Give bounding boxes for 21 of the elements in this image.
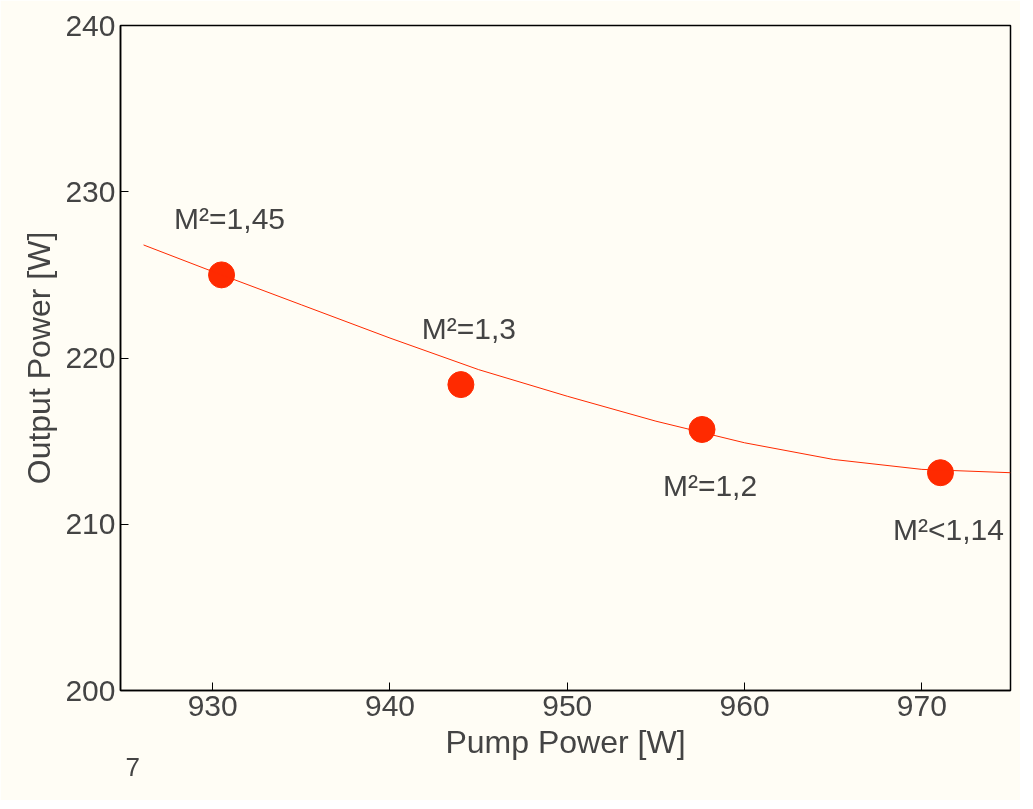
annotation: M²=1,45 <box>174 201 285 235</box>
x-tick-label: 970 <box>896 688 947 722</box>
point <box>447 371 475 399</box>
text: 7 <box>125 751 140 782</box>
point <box>208 261 236 289</box>
annotation: M²=1,2 <box>662 469 758 503</box>
x-tick-label: 960 <box>719 688 770 722</box>
x-axis-title: Pump Power [W] <box>445 723 686 760</box>
x-tick-label: 950 <box>542 688 593 722</box>
annotation: M²=1,3 <box>421 311 517 345</box>
point <box>926 459 954 487</box>
y-tick-label: 200 <box>65 673 116 707</box>
y-tick-label: 240 <box>65 8 116 42</box>
point <box>688 416 716 443</box>
y-axis-title: Output Power [W] <box>21 231 58 485</box>
y-tick-label: 210 <box>65 507 116 541</box>
y-tick-label: 220 <box>65 341 116 374</box>
x-tick-label: 930 <box>187 688 238 722</box>
annotation: M²<1,14 <box>893 512 1004 546</box>
y-tick-label: 230 <box>65 174 116 208</box>
x-tick-label: 940 <box>364 688 416 722</box>
